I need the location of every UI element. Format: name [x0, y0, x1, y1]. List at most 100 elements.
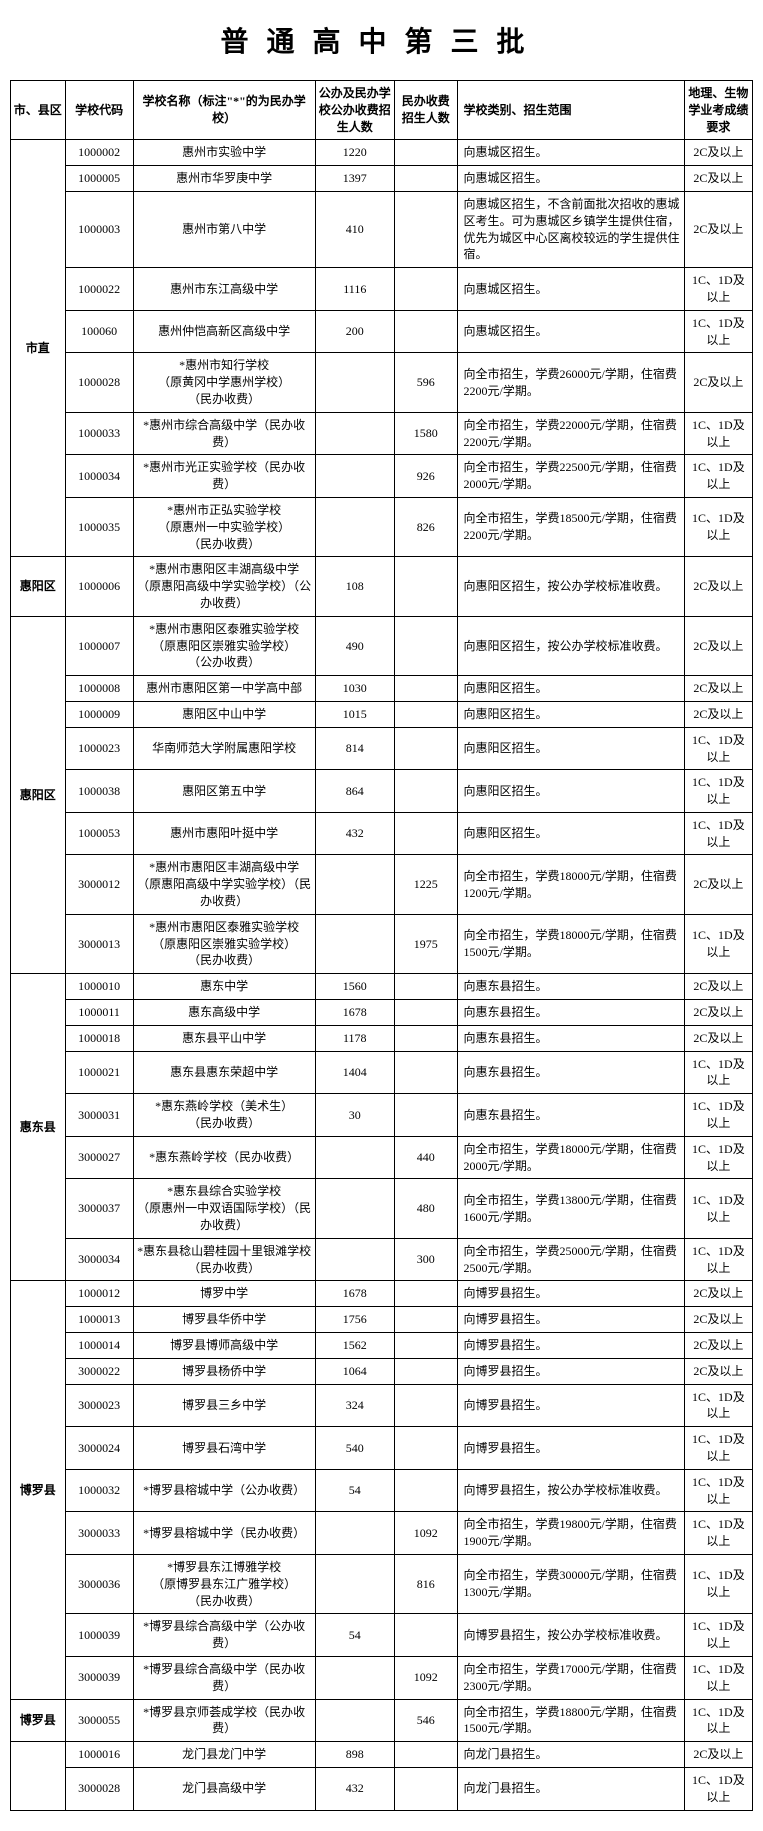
private-count-cell: 480: [395, 1179, 457, 1238]
private-count-cell: 826: [395, 497, 457, 556]
scope-cell: 向惠阳区招生，按公办学校标准收费。: [457, 557, 684, 616]
code-cell: 1000018: [65, 1025, 133, 1051]
table-row: 1000034*惠州市光正实验学校（民办收费）926向全市招生，学费22500元…: [11, 455, 753, 498]
requirement-cell: 2C及以上: [684, 1281, 752, 1307]
public-count-cell: 30: [315, 1094, 395, 1137]
school-name-cell: 惠州市第八中学: [133, 191, 315, 267]
table-row: 3000028龙门县高级中学432向龙门县招生。1C、1D及以上: [11, 1767, 753, 1810]
requirement-cell: 1C、1D及以上: [684, 1554, 752, 1613]
requirement-cell: 1C、1D及以上: [684, 914, 752, 973]
public-count-cell: [315, 353, 395, 412]
scope-cell: 向全市招生，学费26000元/学期，住宿费2200元/学期。: [457, 353, 684, 412]
requirement-cell: 1C、1D及以上: [684, 1051, 752, 1094]
scope-cell: 向全市招生，学费19800元/学期，住宿费1900元/学期。: [457, 1512, 684, 1555]
code-cell: 3000012: [65, 855, 133, 914]
requirement-cell: 1C、1D及以上: [684, 1469, 752, 1512]
scope-cell: 向博罗县招生，按公办学校标准收费。: [457, 1614, 684, 1657]
school-name-cell: 龙门县高级中学: [133, 1767, 315, 1810]
table-row: 1000022惠州市东江高级中学1116向惠城区招生。1C、1D及以上: [11, 268, 753, 311]
requirement-cell: 2C及以上: [684, 974, 752, 1000]
table-row: 1000038惠阳区第五中学864向惠阳区招生。1C、1D及以上: [11, 770, 753, 813]
private-count-cell: 300: [395, 1238, 457, 1281]
scope-cell: 向惠阳区招生，按公办学校标准收费。: [457, 616, 684, 675]
school-name-cell: *博罗县榕城中学（民办收费）: [133, 1512, 315, 1555]
table-row: 3000022博罗县杨侨中学1064向博罗县招生。2C及以上: [11, 1358, 753, 1384]
requirement-cell: 2C及以上: [684, 140, 752, 166]
requirement-cell: 2C及以上: [684, 166, 752, 192]
scope-cell: 向惠城区招生，不含前面批次招收的惠城区考生。可为惠城区乡镇学生提供住宿，优先为城…: [457, 191, 684, 267]
code-cell: 1000035: [65, 497, 133, 556]
code-cell: 1000053: [65, 812, 133, 855]
district-cell: 博罗县: [11, 1699, 66, 1742]
requirement-cell: 2C及以上: [684, 353, 752, 412]
requirement-cell: 1C、1D及以上: [684, 455, 752, 498]
code-cell: 1000033: [65, 412, 133, 455]
table-row: 3000036*博罗县东江博雅学校 （原博罗县东江广雅学校） （民办收费）816…: [11, 1554, 753, 1613]
private-count-cell: [395, 727, 457, 770]
public-count-cell: [315, 855, 395, 914]
code-cell: 3000022: [65, 1358, 133, 1384]
scope-cell: 向惠阳区招生。: [457, 727, 684, 770]
code-cell: 3000037: [65, 1179, 133, 1238]
requirement-cell: 2C及以上: [684, 1025, 752, 1051]
requirement-cell: 2C及以上: [684, 1742, 752, 1768]
requirement-cell: 1C、1D及以上: [684, 1767, 752, 1810]
code-cell: 1000023: [65, 727, 133, 770]
school-name-cell: *惠州市正弘实验学校 （原惠州一中实验学校） （民办收费）: [133, 497, 315, 556]
public-count-cell: 814: [315, 727, 395, 770]
school-name-cell: 惠阳区第五中学: [133, 770, 315, 813]
scope-cell: 向惠阳区招生。: [457, 676, 684, 702]
district-cell: 惠阳区: [11, 557, 66, 616]
scope-cell: 向博罗县招生。: [457, 1358, 684, 1384]
table-row: 1000032*博罗县榕城中学（公办收费）54向博罗县招生，按公办学校标准收费。…: [11, 1469, 753, 1512]
district-cell: 惠阳区: [11, 616, 66, 974]
scope-cell: 向全市招生，学费18000元/学期，住宿费1500元/学期。: [457, 914, 684, 973]
code-cell: 3000027: [65, 1136, 133, 1179]
private-count-cell: [395, 1614, 457, 1657]
school-name-cell: *惠州市惠阳区泰雅实验学校 （原惠阳区崇雅实验学校） （民办收费）: [133, 914, 315, 973]
private-count-cell: [395, 676, 457, 702]
header-req: 地理、生物学业考成绩要求: [684, 81, 752, 140]
public-count-cell: 324: [315, 1384, 395, 1427]
district-cell: 市直: [11, 140, 66, 557]
district-cell: 惠东县: [11, 974, 66, 1281]
table-row: 1000008惠州市惠阳区第一中学高中部1030向惠阳区招生。2C及以上: [11, 676, 753, 702]
public-count-cell: 1560: [315, 974, 395, 1000]
public-count-cell: [315, 1238, 395, 1281]
table-row: 1000016龙门县龙门中学898向龙门县招生。2C及以上: [11, 1742, 753, 1768]
private-count-cell: 926: [395, 455, 457, 498]
private-count-cell: 1975: [395, 914, 457, 973]
table-row: 博罗县1000012博罗中学1678向博罗县招生。2C及以上: [11, 1281, 753, 1307]
requirement-cell: 1C、1D及以上: [684, 770, 752, 813]
public-count-cell: 490: [315, 616, 395, 675]
private-count-cell: 816: [395, 1554, 457, 1613]
school-name-cell: *博罗县综合高级中学（公办收费）: [133, 1614, 315, 1657]
private-count-cell: [395, 1281, 457, 1307]
private-count-cell: [395, 1358, 457, 1384]
private-count-cell: [395, 310, 457, 353]
table-row: 1000005惠州市华罗庚中学1397向惠城区招生。2C及以上: [11, 166, 753, 192]
private-count-cell: [395, 616, 457, 675]
scope-cell: 向博罗县招生，按公办学校标准收费。: [457, 1469, 684, 1512]
page-title: 普通高中第三批: [10, 20, 753, 60]
public-count-cell: 864: [315, 770, 395, 813]
private-count-cell: [395, 1469, 457, 1512]
district-cell: [11, 1742, 66, 1810]
school-name-cell: 博罗县博师高级中学: [133, 1333, 315, 1359]
school-name-cell: 惠州市惠阳叶挺中学: [133, 812, 315, 855]
scope-cell: 向惠东县招生。: [457, 974, 684, 1000]
scope-cell: 向惠阳区招生。: [457, 770, 684, 813]
table-row: 3000039*博罗县综合高级中学（民办收费）1092向全市招生，学费17000…: [11, 1656, 753, 1699]
code-cell: 3000023: [65, 1384, 133, 1427]
table-row: 3000024博罗县石湾中学540向博罗县招生。1C、1D及以上: [11, 1427, 753, 1470]
code-cell: 3000039: [65, 1656, 133, 1699]
school-name-cell: 惠阳区中山中学: [133, 701, 315, 727]
school-name-cell: 惠东县平山中学: [133, 1025, 315, 1051]
school-name-cell: *惠东燕岭学校（民办收费）: [133, 1136, 315, 1179]
public-count-cell: [315, 1512, 395, 1555]
table-row: 1000014博罗县博师高级中学1562向博罗县招生。2C及以上: [11, 1333, 753, 1359]
school-name-cell: 龙门县龙门中学: [133, 1742, 315, 1768]
public-count-cell: [315, 1554, 395, 1613]
private-count-cell: [395, 191, 457, 267]
table-row: 惠阳区1000007*惠州市惠阳区泰雅实验学校 （原惠阳区崇雅实验学校） （公办…: [11, 616, 753, 675]
